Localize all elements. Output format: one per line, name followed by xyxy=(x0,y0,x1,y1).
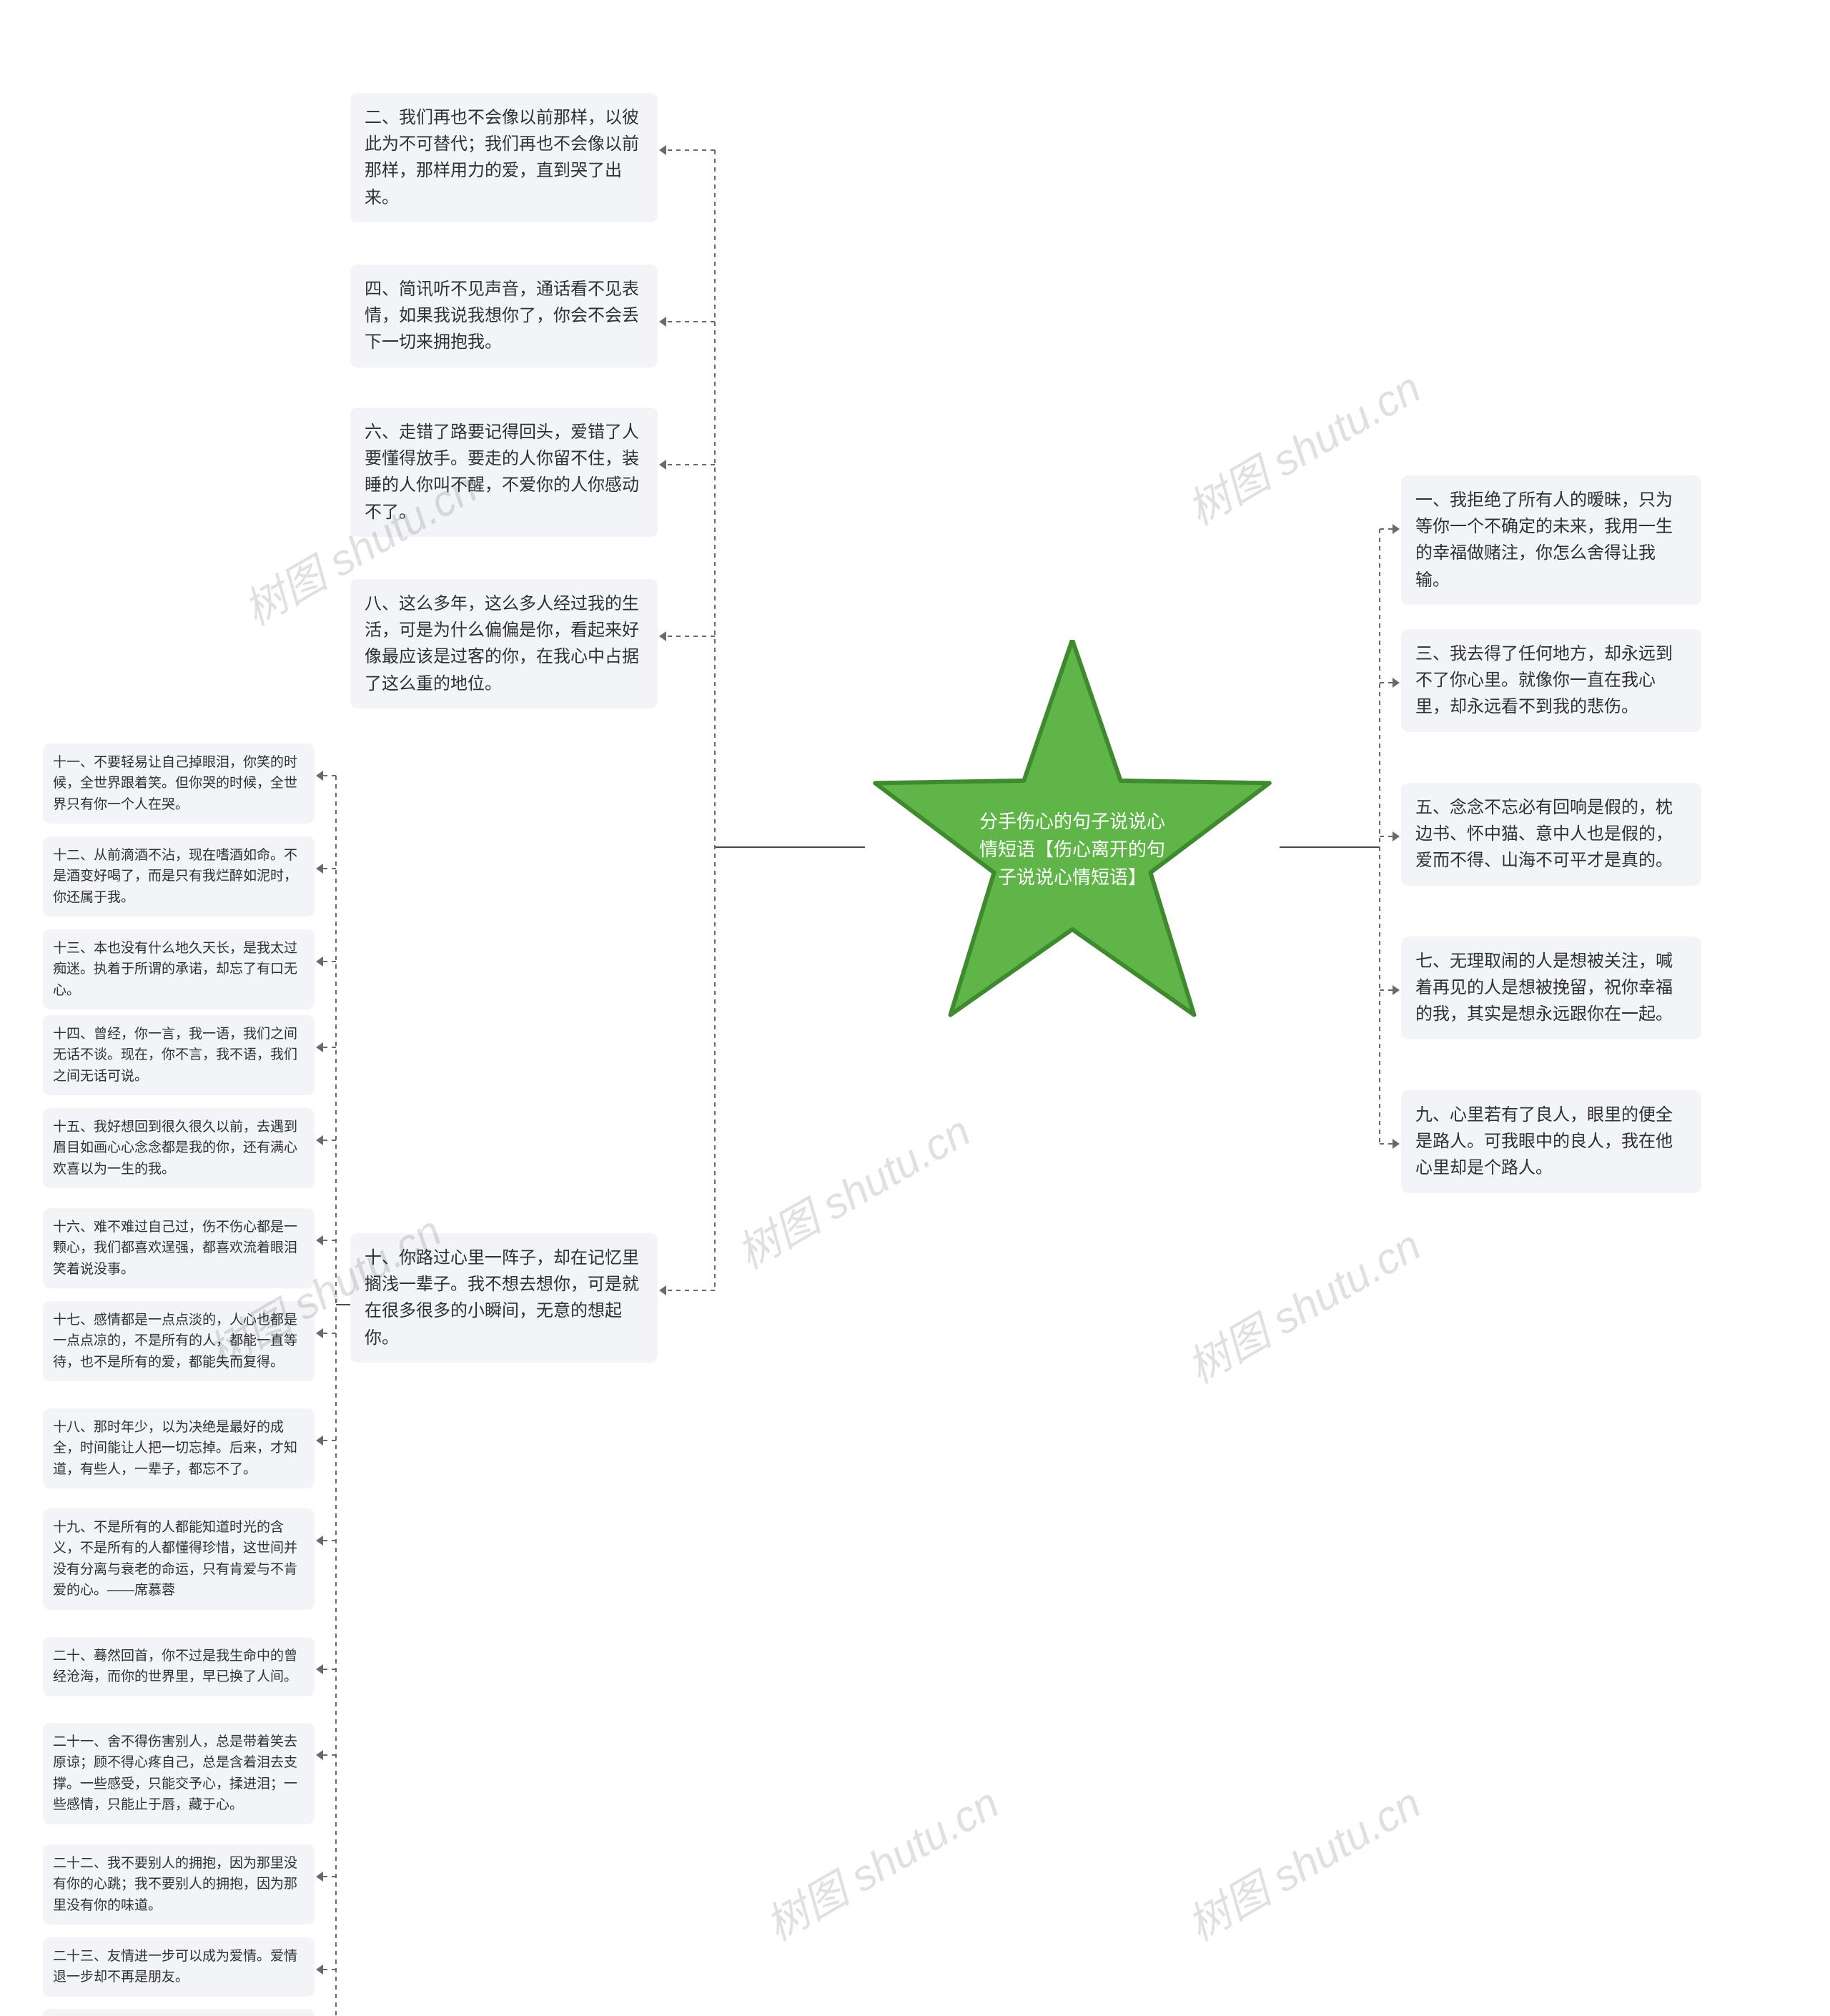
mindmap-node-r7: 七、无理取闹的人是想被关注，喊着再见的人是想被挽留，祝你幸福的我，其实是想永远跟… xyxy=(1401,937,1701,1039)
watermark: 树图 shutu.cn xyxy=(753,1769,1009,1953)
mindmap-node-l10: 十、你路过心里一阵子，却在记忆里搁浅一辈子。我不想去想你，可是就在很多很多的小瞬… xyxy=(350,1233,658,1363)
mindmap-node-r3: 三、我去得了任何地方，却永远到不了你心里。就像你一直在我心里，却永远看不到我的悲… xyxy=(1401,629,1701,732)
mindmap-node-l8: 八、这么多年，这么多人经过我的生活，可是为什么偏偏是你，看起来好像最应该是过客的… xyxy=(350,579,658,708)
mindmap-node-r1: 一、我拒绝了所有人的暧昧，只为等你一个不确定的未来，我用一生的幸福做赌注，你怎么… xyxy=(1401,475,1701,605)
mindmap-node-l20: 二十、蓦然回首，你不过是我生命中的曾经沧海，而你的世界里，早已换了人间。 xyxy=(43,1637,315,1696)
watermark: 树图 shutu.cn xyxy=(1174,1769,1430,1953)
center-node: 分手伤心的句子说说心情短语【伤心离开的句子说说心情短语】 xyxy=(865,640,1280,1054)
mindmap-node-l18: 十八、那时年少，以为决绝是最好的成全，时间能让人把一切忘掉。后来，才知道，有些人… xyxy=(43,1408,315,1488)
mindmap-node-l4: 四、简讯听不见声音，通话看不见表情，如果我说我想你了，你会不会丢下一切来拥抱我。 xyxy=(350,265,658,367)
mindmap-node-l12: 十二、从前滴酒不沾，现在嗜酒如命。不是酒变好喝了，而是只有我烂醉如泥时，你还属于… xyxy=(43,836,315,916)
mindmap-node-l22: 二十二、我不要别人的拥抱，因为那里没有你的心跳；我不要别人的拥抱，因为那里没有你… xyxy=(43,1844,315,1924)
watermark: 树图 shutu.cn xyxy=(1174,354,1430,538)
mindmap-node-l13: 十三、本也没有什么地久天长，是我太过痴迷。执着于所谓的承诺，却忘了有口无心。 xyxy=(43,929,315,1009)
mindmap-node-l14: 十四、曾经，你一言，我一语，我们之间无话不谈。现在，你不言，我不语，我们之间无话… xyxy=(43,1015,315,1095)
mindmap-node-l19: 十九、不是所有的人都能知道时光的含义，不是所有的人都懂得珍惜，这世间并没有分离与… xyxy=(43,1508,315,1610)
mindmap-node-l16: 十六、难不难过自己过，伤不伤心都是一颗心，我们都喜欢逞强，都喜欢流着眼泪笑着说没… xyxy=(43,1208,315,1288)
mindmap-node-l23: 二十三、友情进一步可以成为爱情。爱情退一步却不再是朋友。 xyxy=(43,1937,315,1997)
mindmap-node-l17: 十七、感情都是一点点淡的，人心也都是一点点凉的，不是所有的人，都能一直等待，也不… xyxy=(43,1301,315,1381)
mindmap-node-l11: 十一、不要轻易让自己掉眼泪，你笑的时候，全世界跟着笑。但你哭的时候，全世界只有你… xyxy=(43,743,315,824)
mindmap-node-l21: 二十一、舍不得伤害别人，总是带着笑去原谅；顾不得心疼自己，总是含着泪去支撑。一些… xyxy=(43,1723,315,1824)
watermark: 树图 shutu.cn xyxy=(1174,1212,1430,1395)
mindmap-node-l2: 二、我们再也不会像以前那样，以彼此为不可替代；我们再也不会像以前那样，那样用力的… xyxy=(350,93,658,222)
mindmap-node-l15: 十五、我好想回到很久很久以前，去遇到眉目如画心心念念都是我的你，还有满心欢喜以为… xyxy=(43,1108,315,1188)
mindmap-node-r5: 五、念念不忘必有回响是假的，枕边书、怀中猫、意中人也是假的，爱而不得、山海不可平… xyxy=(1401,783,1701,886)
watermark: 树图 shutu.cn xyxy=(724,1097,980,1281)
mindmap-canvas: 分手伤心的句子说说心情短语【伤心离开的句子说说心情短语】 一、我拒绝了所有人的暧… xyxy=(0,0,1830,2016)
mindmap-node-l6: 六、走错了路要记得回头，爱错了人要懂得放手。要走的人你留不住，装睡的人你叫不醒，… xyxy=(350,407,658,537)
mindmap-node-r9: 九、心里若有了良人，眼里的便全是路人。可我眼中的良人，我在他心里却是个路人。 xyxy=(1401,1090,1701,1193)
mindmap-node-l24: 二十四、从此寻花问柳，闭口不谈一生厮守；从此红灯绿酒，再也不想牵谁的手；从此人海… xyxy=(43,2009,315,2016)
center-title: 分手伤心的句子说说心情短语【伤心离开的句子说说心情短语】 xyxy=(972,808,1172,891)
